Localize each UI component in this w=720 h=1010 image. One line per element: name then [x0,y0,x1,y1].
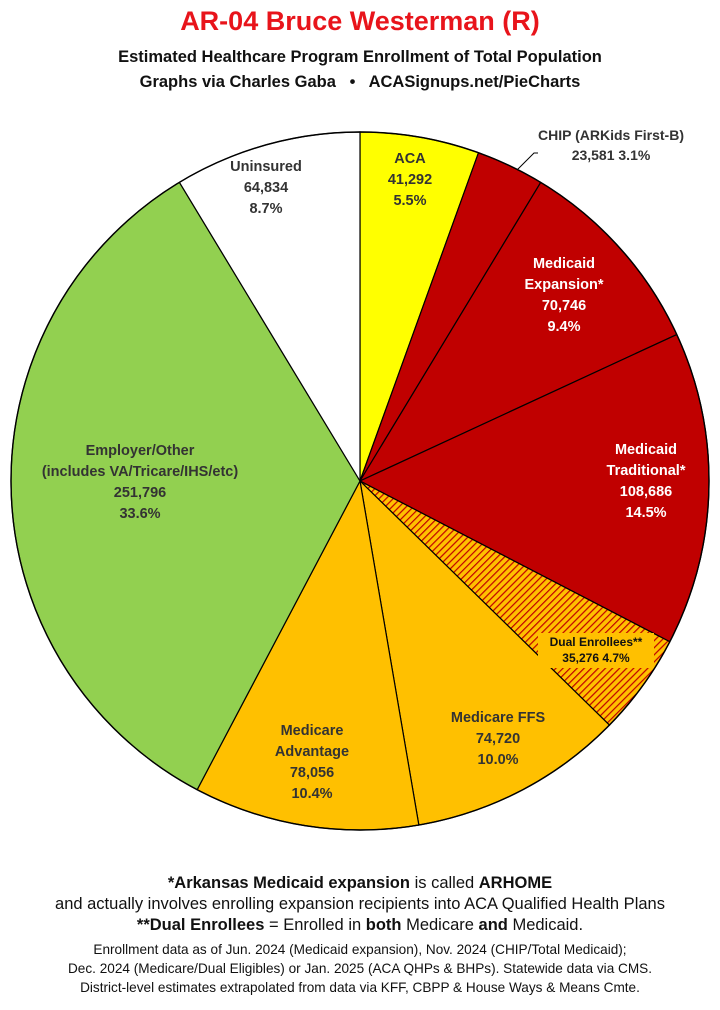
source-line-1: Enrollment data as of Jun. 2024 (Medicai… [93,942,627,957]
footnote-arhome-detail: and actually involves enrolling expansio… [55,895,665,913]
slice-label-line: (includes VA/Tricare/IHS/etc) [42,464,239,480]
slice-label-line: 78,056 [290,765,334,781]
slice-label-employer-other: Employer/Other (includes VA/Tricare/IHS/e… [42,443,239,522]
slice-label-line: 10.0% [477,752,518,768]
footnote-dual-f: Medicaid. [507,916,584,934]
slice-label-line: 5.5% [393,193,426,209]
chart-credit: Graphs via Charles Gaba • ACASignups.net… [0,73,720,92]
slice-label-medicare-ffs: Medicare FFS 74,720 10.0% [451,710,546,768]
slice-label-medicaid-expansion: Medicaid Expansion* 70,746 9.4% [525,256,604,335]
footnote-dual-b: = Enrolled in [264,916,366,934]
chip-leader-line [516,152,538,171]
slice-label-line: 33.6% [119,506,160,522]
slice-label-line: 108,686 [620,484,672,500]
slice-label-line: Uninsured [230,159,302,175]
slice-label-medicare-advantage: Medicare Advantage 78,056 10.4% [275,723,349,802]
footnote-arhome-b: is called [409,874,479,892]
slice-label-line: Medicare [281,723,344,739]
slice-label-line: 35,276 4.7% [562,651,630,665]
slice-label-line: ACA [394,151,426,167]
pie-chart: ACA 41,292 5.5% CHIP (ARKids First-B) 23,581… [10,127,710,831]
slice-label-line: Traditional* [607,463,686,479]
credit-bullet: • [349,73,356,91]
slice-label-medicaid-traditional: Medicaid Traditional* 108,686 14.5% [607,442,686,521]
slice-label-line: 251,796 [114,485,166,501]
chart-title: AR-04 Bruce Westerman (R) [180,6,540,36]
footnote-dual-e: and [478,916,508,934]
footnote-dual-c: both [365,916,402,934]
slice-label-line: Medicare FFS [451,710,546,726]
chart-subtitle: Estimated Healthcare Program Enrollment … [118,48,602,66]
slice-label-line: Expansion* [525,277,604,293]
slice-label-line: Advantage [275,744,349,760]
source-line-2: Dec. 2024 (Medicare/Dual Eligibles) or J… [67,961,653,976]
slice-label-line: 14.5% [625,505,666,521]
slice-label-chip: CHIP (ARKids First-B) 23,581 3.1% [538,127,684,163]
slice-label-aca: ACA 41,292 5.5% [388,151,432,209]
source-line-3: District-level estimates extrapolated fr… [80,980,640,995]
slice-label-line: 41,292 [388,172,432,188]
pie-outline [10,131,710,831]
dual-enrollees-label-bg [538,633,654,668]
slice-label-line: 64,834 [244,180,288,196]
slice-label-line: CHIP (ARKids First-B) [538,127,684,143]
slice-label-dual-enrollees: Dual Enrollees** 35,276 4.7% [550,635,643,665]
footnote-dual-d: Medicare [401,916,479,934]
slice-label-uninsured: Uninsured 64,834 8.7% [230,159,302,217]
slice-label-line: Employer/Other [86,443,195,459]
credit-author: Graphs via Charles Gaba [139,73,336,91]
footnote-arhome-a: *Arkansas Medicaid expansion [167,874,410,892]
slice-label-line: 8.7% [249,201,282,217]
slice-label-line: Medicaid [533,256,595,272]
footnote-dual-a: **Dual Enrollees [136,916,265,934]
slice-label-line: Medicaid [615,442,677,458]
slice-label-line: 23,581 3.1% [572,147,651,163]
footnote-arhome-c: ARHOME [478,874,553,892]
slice-label-line: 10.4% [291,786,332,802]
footnote-dual: **Dual Enrollees = Enrolled in both Medi… [0,916,720,935]
slice-label-line: 9.4% [547,319,580,335]
slice-label-line: 74,720 [476,731,520,747]
credit-url: ACASignups.net/PieCharts [368,73,581,91]
slice-label-line: 70,746 [542,298,586,314]
footnote-arhome: *Arkansas Medicaid expansion is called A… [0,874,720,893]
slice-label-line: Dual Enrollees** [550,635,643,649]
